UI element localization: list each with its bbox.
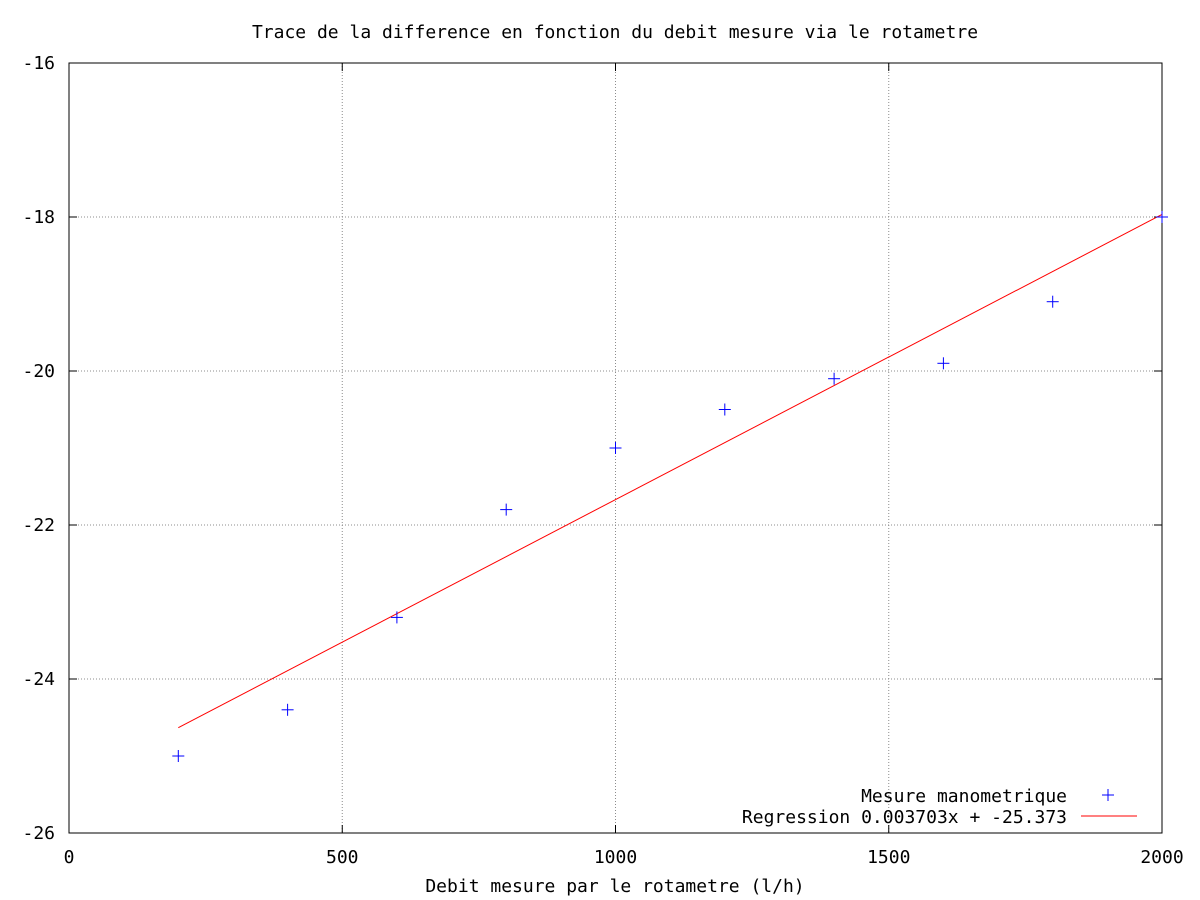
x-tick-label: 500 (326, 847, 359, 868)
y-tick-label: -24 (22, 669, 55, 690)
legend-marker-plus (1102, 789, 1114, 801)
x-tick-label: 2000 (1140, 847, 1183, 868)
data-point (1156, 211, 1168, 223)
data-point (390, 611, 403, 624)
data-point (500, 503, 513, 516)
y-tick-label: -26 (22, 823, 55, 844)
data-point (172, 750, 185, 762)
data-point (937, 357, 950, 370)
y-tick-label: -18 (22, 207, 55, 228)
legend-label-regression: Regression 0.003703x + -25.373 (742, 807, 1067, 828)
data-point (1046, 295, 1059, 308)
series-layer (172, 211, 1168, 762)
tick-label-layer: 0 500 1000 1500 2000 -26 -24 -22 -20 -18 -16 (22, 53, 1183, 868)
y-tick-label: -22 (22, 515, 55, 536)
regression-line (178, 214, 1163, 729)
x-tick-label: 0 (64, 847, 75, 868)
legend: Mesure manometrique Regression 0.003703x… (742, 786, 1137, 828)
chart-title: Trace de la difference en fonction du de… (252, 22, 978, 43)
data-point (281, 703, 294, 716)
y-tick-label: -16 (22, 53, 55, 74)
legend-label-measurement: Mesure manometrique (861, 786, 1067, 807)
y-tick-label: -20 (22, 361, 55, 382)
x-axis-label: Debit mesure par le rotametre (l/h) (425, 876, 804, 897)
data-point (828, 372, 841, 385)
data-point (718, 403, 731, 416)
data-point (609, 442, 622, 454)
x-tick-label: 1500 (867, 847, 910, 868)
x-tick-label: 1000 (594, 847, 637, 868)
